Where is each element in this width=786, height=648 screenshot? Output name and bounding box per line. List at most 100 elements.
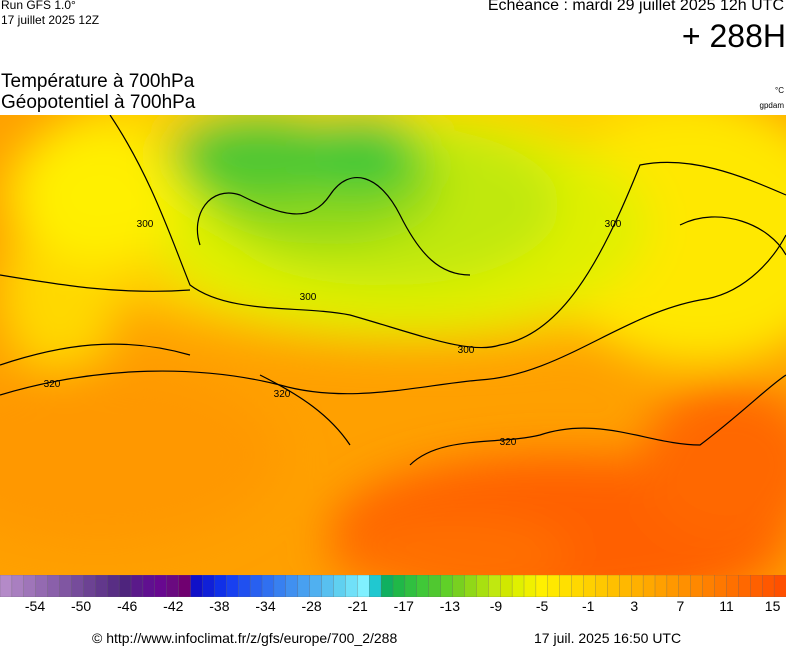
title-geopotential: Géopotentiel à 700hPa bbox=[1, 92, 196, 113]
source-url: © http://www.infoclimat.fr/z/gfs/europe/… bbox=[92, 630, 398, 646]
colorbar-tick-label: -34 bbox=[255, 598, 276, 614]
colorbar-swatch bbox=[309, 575, 323, 597]
colorbar-swatch bbox=[154, 575, 168, 597]
colorbar-swatch bbox=[678, 575, 692, 597]
colorbar-swatch bbox=[118, 575, 132, 597]
unit-geopotential: gpdam bbox=[759, 101, 784, 110]
colorbar-swatch bbox=[619, 575, 632, 597]
colorbar-swatch bbox=[71, 575, 85, 597]
colorbar-swatch bbox=[380, 575, 394, 597]
colorbar-tick-label: -5 bbox=[535, 598, 549, 614]
temperature-field bbox=[0, 115, 786, 575]
colorbar-swatch bbox=[369, 575, 382, 597]
colorbar-swatch bbox=[130, 575, 144, 597]
echeance: Echéance : mardi 29 juillet 2025 12h UTC bbox=[487, 0, 784, 14]
colorbar-tick-label: 3 bbox=[630, 598, 639, 614]
colorbar-swatch bbox=[178, 575, 192, 597]
colorbar-swatch bbox=[416, 575, 430, 597]
colorbar-swatch bbox=[440, 575, 454, 597]
colorbar-swatch bbox=[500, 575, 513, 597]
colorbar bbox=[0, 575, 786, 597]
colorbar-tick-label: -13 bbox=[439, 598, 461, 614]
geopotential-contours bbox=[0, 115, 786, 466]
colorbar-swatch bbox=[83, 575, 96, 597]
colorbar-swatch bbox=[190, 575, 204, 597]
colorbar-swatch bbox=[249, 575, 263, 597]
colorbar-swatch bbox=[47, 575, 61, 597]
map: 300 300 300 300 320 320 320 bbox=[0, 115, 786, 575]
colorbar-swatch bbox=[726, 575, 740, 597]
colorbar-swatch bbox=[523, 575, 537, 597]
colorbar-swatch bbox=[107, 575, 120, 597]
colorbar-swatch bbox=[666, 575, 680, 597]
colorbar-swatch bbox=[535, 575, 549, 597]
colorbar-swatch bbox=[142, 575, 156, 597]
colorbar-swatch bbox=[547, 575, 561, 597]
colorbar-swatch bbox=[321, 575, 335, 597]
colorbar-swatch bbox=[690, 575, 704, 597]
contour-label: 320 bbox=[44, 379, 61, 390]
contour-label: 300 bbox=[137, 219, 154, 230]
colorbar-swatch bbox=[511, 575, 525, 597]
contour-labels: 300 300 300 300 320 320 320 bbox=[44, 219, 622, 448]
colorbar-tick-label: -38 bbox=[209, 598, 230, 614]
colorbar-swatch bbox=[345, 575, 358, 597]
contour-label: 320 bbox=[274, 389, 291, 400]
contour-label: 300 bbox=[605, 219, 622, 230]
colorbar-swatch bbox=[595, 575, 609, 597]
colorbar-swatch bbox=[773, 575, 786, 597]
colorbar-swatch bbox=[11, 575, 25, 597]
colorbar-tick-label: 15 bbox=[764, 598, 781, 614]
lead-time: + 288H bbox=[681, 18, 786, 54]
colorbar-ticks: -54 -50 -46 -42 -38 -34 -28 -21 -17 -13 -9 -5 -1 3 7 11… bbox=[0, 598, 786, 620]
colorbar-swatch bbox=[59, 575, 73, 597]
colorbar-swatch bbox=[452, 575, 466, 597]
colorbar-swatch bbox=[476, 575, 489, 597]
unit-temperature: °C bbox=[775, 86, 784, 95]
colorbar-swatch bbox=[202, 575, 216, 597]
colorbar-swatch bbox=[23, 575, 37, 597]
colorbar-tick-label: -21 bbox=[347, 598, 368, 614]
colorbar-tick-label: -1 bbox=[581, 598, 595, 614]
colorbar-swatch bbox=[702, 575, 716, 597]
colorbar-swatch bbox=[642, 575, 656, 597]
colorbar-tick-label: 7 bbox=[676, 598, 685, 614]
colorbar-swatch bbox=[464, 575, 478, 597]
colorbar-tick-label: -17 bbox=[393, 598, 414, 614]
colorbar-swatch bbox=[559, 575, 573, 597]
colorbar-swatch bbox=[654, 575, 668, 597]
colorbar-tick-label: -28 bbox=[301, 598, 322, 614]
run-date: 17 juillet 2025 12Z bbox=[1, 13, 100, 27]
colorbar-swatch bbox=[297, 575, 311, 597]
colorbar-swatch bbox=[226, 575, 239, 597]
colorbar-swatch bbox=[583, 575, 597, 597]
colorbar-swatch bbox=[95, 575, 108, 597]
colorbar-swatch bbox=[273, 575, 287, 597]
colorbar-tick-label: 11 bbox=[719, 598, 734, 614]
colorbar-swatch bbox=[404, 575, 418, 597]
colorbar-swatch bbox=[285, 575, 299, 597]
colorbar-swatch bbox=[392, 575, 406, 597]
title-temperature: Température à 700hPa bbox=[1, 71, 195, 92]
colorbar-tick-label: -50 bbox=[70, 598, 92, 614]
run-label: Run GFS 1.0° bbox=[1, 0, 76, 12]
contour-label: 300 bbox=[458, 345, 475, 356]
colorbar-swatch bbox=[214, 575, 227, 597]
colorbar-tick-label: -42 bbox=[163, 598, 184, 614]
colorbar-swatch bbox=[261, 575, 275, 597]
colorbar-swatch bbox=[35, 575, 49, 597]
colorbar-swatch bbox=[166, 575, 180, 597]
timestamp: 17 juil. 2025 16:50 UTC bbox=[534, 630, 682, 646]
colorbar-swatch bbox=[571, 575, 585, 597]
colorbar-swatch bbox=[428, 575, 442, 597]
colorbar-swatch bbox=[0, 575, 13, 597]
colorbar-swatch bbox=[762, 575, 775, 597]
colorbar-swatch bbox=[714, 575, 728, 597]
colorbar-swatch bbox=[607, 575, 620, 597]
colorbar-swatch bbox=[631, 575, 644, 597]
colorbar-tick-label: -46 bbox=[117, 598, 138, 614]
contour-label: 320 bbox=[500, 437, 517, 448]
contour-label: 300 bbox=[300, 292, 317, 303]
colorbar-swatch bbox=[333, 575, 347, 597]
